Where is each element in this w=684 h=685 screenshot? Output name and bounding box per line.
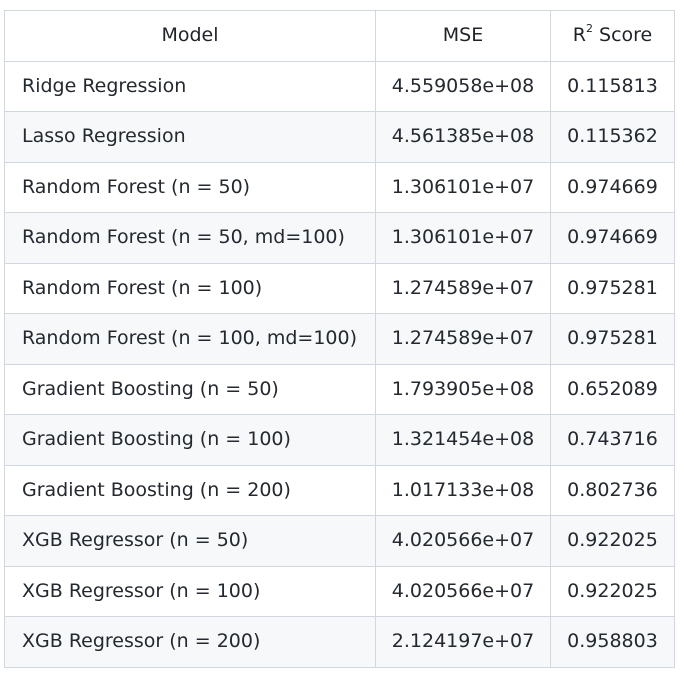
cell-model: XGB Regressor (n = 200) [4, 616, 376, 668]
table-row: Gradient Boosting (n = 100) 1.321454e+08 0… [4, 414, 675, 466]
cell-model: Random Forest (n = 50) [4, 161, 376, 213]
model-results-table: Model MSE R2 Score Ridge Regression 4.559… [4, 10, 675, 668]
cell-model: Gradient Boosting (n = 50) [4, 363, 376, 415]
table-row: XGB Regressor (n = 50) 4.020566e+07 0.9220… [4, 515, 675, 567]
cell-r2-score: 0.975281 [550, 262, 675, 314]
cell-mse: 4.020566e+07 [375, 515, 551, 567]
cell-r2-score: 0.115813 [550, 60, 675, 112]
table-row: Ridge Regression 4.559058e+08 0.115813 [4, 60, 675, 112]
cell-model: Gradient Boosting (n = 200) [4, 464, 376, 516]
cell-mse: 2.124197e+07 [375, 616, 551, 668]
table-row: Random Forest (n = 50) 1.306101e+07 0.9746… [4, 161, 675, 213]
header-r2-base: R [572, 24, 586, 47]
cell-r2-score: 0.974669 [550, 212, 675, 264]
results-table-container: Model MSE R2 Score Ridge Regression 4.559… [4, 10, 675, 668]
header-model: Model [4, 10, 376, 62]
table-row: Lasso Regression 4.561385e+08 0.115362 [4, 111, 675, 163]
cell-model: Ridge Regression [4, 60, 376, 112]
cell-model: Random Forest (n = 50, md=100) [4, 212, 376, 264]
cell-model: Gradient Boosting (n = 100) [4, 414, 376, 466]
header-row: Model MSE R2 Score [4, 10, 675, 62]
header-r2-rest: Score [592, 24, 653, 47]
cell-r2-score: 0.975281 [550, 313, 675, 365]
cell-r2-score: 0.922025 [550, 515, 675, 567]
cell-mse: 1.306101e+07 [375, 161, 551, 213]
cell-mse: 1.274589e+07 [375, 313, 551, 365]
table-row: Gradient Boosting (n = 200) 1.017133e+08 0… [4, 464, 675, 516]
table-row: XGB Regressor (n = 200) 2.124197e+07 0.958… [4, 616, 675, 668]
table-row: Random Forest (n = 100) 1.274589e+07 0.975… [4, 262, 675, 314]
cell-mse: 1.017133e+08 [375, 464, 551, 516]
header-mse: MSE [375, 10, 551, 62]
header-r2-superscript: 2 [585, 22, 593, 36]
cell-model: Random Forest (n = 100) [4, 262, 376, 314]
cell-mse: 4.020566e+07 [375, 565, 551, 617]
cell-mse: 1.306101e+07 [375, 212, 551, 264]
cell-model: Lasso Regression [4, 111, 376, 163]
cell-mse: 4.561385e+08 [375, 111, 551, 163]
cell-r2-score: 0.115362 [550, 111, 675, 163]
cell-r2-score: 0.743716 [550, 414, 675, 466]
table-row: XGB Regressor (n = 100) 4.020566e+07 0.922… [4, 565, 675, 617]
cell-r2-score: 0.958803 [550, 616, 675, 668]
cell-mse: 1.793905e+08 [375, 363, 551, 415]
cell-r2-score: 0.652089 [550, 363, 675, 415]
table-row: Random Forest (n = 50, md=100) 1.306101e+… [4, 212, 675, 264]
table-row: Gradient Boosting (n = 50) 1.793905e+08 0.… [4, 363, 675, 415]
cell-r2-score: 0.922025 [550, 565, 675, 617]
table-row: Random Forest (n = 100, md=100) 1.274589e… [4, 313, 675, 365]
cell-mse: 1.321454e+08 [375, 414, 551, 466]
cell-mse: 4.559058e+08 [375, 60, 551, 112]
cell-r2-score: 0.802736 [550, 464, 675, 516]
cell-model: XGB Regressor (n = 50) [4, 515, 376, 567]
cell-model: Random Forest (n = 100, md=100) [4, 313, 376, 365]
cell-r2-score: 0.974669 [550, 161, 675, 213]
cell-model: XGB Regressor (n = 100) [4, 565, 376, 617]
header-r2-score: R2 Score [550, 10, 675, 62]
cell-mse: 1.274589e+07 [375, 262, 551, 314]
table-body: Ridge Regression 4.559058e+08 0.115813 Lass… [4, 60, 675, 668]
table-header: Model MSE R2 Score [4, 10, 675, 62]
